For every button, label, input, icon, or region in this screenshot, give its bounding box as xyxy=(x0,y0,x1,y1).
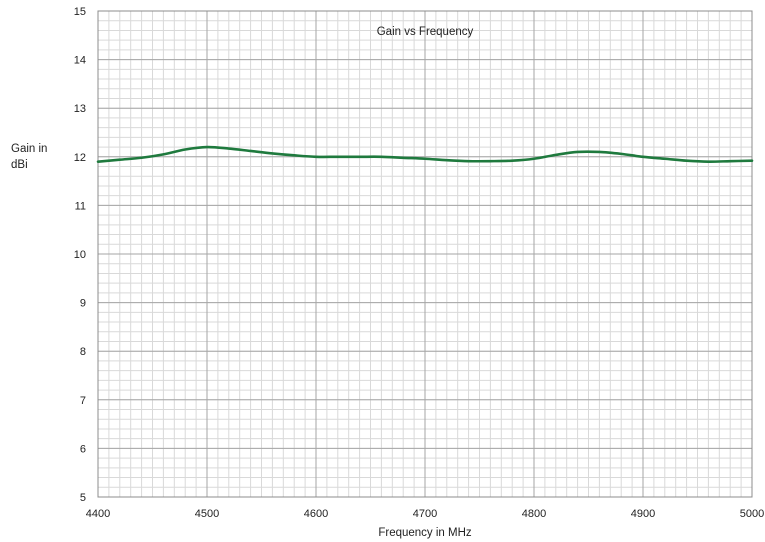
x-tick-label: 4600 xyxy=(304,508,328,520)
y-tick-label: 5 xyxy=(80,492,86,504)
y-tick-label: 6 xyxy=(80,443,86,455)
y-tick-label: 10 xyxy=(74,249,86,261)
y-tick-label: 7 xyxy=(80,395,86,407)
y-tick-label: 13 xyxy=(74,103,86,115)
x-tick-label: 4500 xyxy=(195,508,219,520)
x-tick-label: 5000 xyxy=(740,508,764,520)
x-tick-label: 4900 xyxy=(631,508,655,520)
y-tick-label: 9 xyxy=(80,298,86,310)
y-tick-label: 12 xyxy=(74,152,86,164)
plot-area-border xyxy=(97,10,753,498)
series-layer xyxy=(96,145,754,163)
y-axis-label-line-1: Gain in xyxy=(11,143,47,155)
y-axis-tick-labels: 5 6 7 8 9 10 11 12 13 14 15 xyxy=(74,6,86,504)
y-tick-label: 15 xyxy=(74,6,86,18)
gain-series-line xyxy=(96,145,754,163)
y-axis-label-line-2: dBi xyxy=(11,159,28,171)
x-axis-label: Frequency in MHz xyxy=(378,527,472,539)
x-tick-label: 4400 xyxy=(86,508,110,520)
x-tick-label: 4700 xyxy=(413,508,437,520)
y-tick-label: 11 xyxy=(75,200,86,212)
x-tick-label: 4800 xyxy=(522,508,546,520)
y-tick-label: 8 xyxy=(80,346,86,358)
chart-title: Gain vs Frequency xyxy=(377,26,474,38)
y-tick-label: 14 xyxy=(74,55,86,67)
x-axis-tick-labels: 4400 4500 4600 4700 4800 4900 5000 xyxy=(86,508,764,520)
